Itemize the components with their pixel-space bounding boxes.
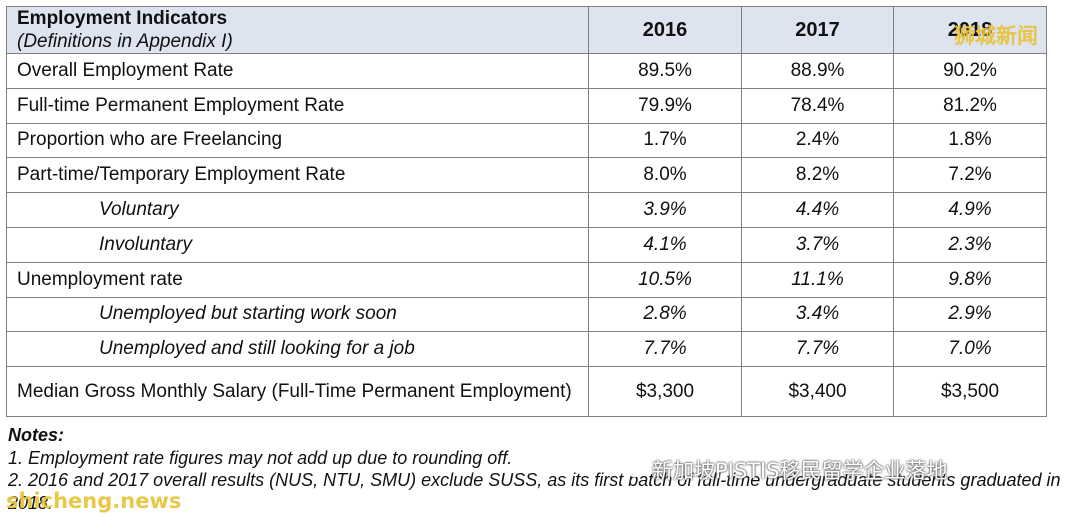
table-subtitle: (Definitions in Appendix I) <box>17 31 233 52</box>
year-header-2017: 2017 <box>741 6 894 54</box>
watermark-bottom-left: shicheng.news <box>6 489 182 513</box>
value-cell: 2.8% <box>588 296 742 333</box>
table-row: Proportion who are Freelancing 1.7% 2.4%… <box>6 122 1047 159</box>
table-row: Unemployment rate 10.5% 11.1% 9.8% <box>6 261 1047 298</box>
row-label: Part-time/Temporary Employment Rate <box>6 157 589 194</box>
value-cell: 8.2% <box>741 157 894 194</box>
value-cell: 89.5% <box>588 53 742 89</box>
row-label: Proportion who are Freelancing <box>6 122 589 159</box>
value-cell: $3,500 <box>893 366 1047 418</box>
row-label: Unemployed but starting work soon <box>6 296 589 333</box>
value-cell: 3.4% <box>741 296 894 333</box>
notes-section: Notes: 1. Employment rate figures may no… <box>8 424 1078 514</box>
value-cell: 2.3% <box>893 226 1047 263</box>
value-cell: 2.4% <box>741 122 894 159</box>
row-label: Full-time Permanent Employment Rate <box>6 87 589 124</box>
value-cell: 10.5% <box>588 261 742 298</box>
value-cell: 7.2% <box>893 157 1047 194</box>
year-header-2018: 2018 <box>893 6 1047 54</box>
value-cell: 4.4% <box>741 192 894 228</box>
row-label: Unemployed and still looking for a job <box>6 331 589 368</box>
value-cell: 7.0% <box>893 331 1047 368</box>
row-label: Overall Employment Rate <box>6 53 589 89</box>
table-title: Employment Indicators <box>17 8 228 29</box>
notes-title: Notes: <box>8 425 65 445</box>
table-row: Full-time Permanent Employment Rate 79.9… <box>6 87 1047 124</box>
row-label: Involuntary <box>6 226 589 263</box>
value-cell: $3,400 <box>741 366 894 418</box>
header-row: Employment Indicators (Definitions in Ap… <box>6 6 1047 54</box>
value-cell: 8.0% <box>588 157 742 194</box>
header-title-cell: Employment Indicators (Definitions in Ap… <box>6 6 589 54</box>
row-label: Voluntary <box>6 192 589 228</box>
employment-indicators-table: Employment Indicators (Definitions in Ap… <box>6 6 1047 418</box>
value-cell: 81.2% <box>893 87 1047 124</box>
wechat-watermark: 新加坡PISTIS移民留学企业落地 <box>618 455 948 485</box>
value-cell: $3,300 <box>588 366 742 418</box>
value-cell: 4.1% <box>588 226 742 263</box>
table-row: Median Gross Monthly Salary (Full-Time P… <box>6 366 1047 418</box>
value-cell: 78.4% <box>741 87 894 124</box>
value-cell: 1.7% <box>588 122 742 159</box>
year-header-2016: 2016 <box>588 6 742 54</box>
value-cell: 1.8% <box>893 122 1047 159</box>
value-cell: 4.9% <box>893 192 1047 228</box>
table-row: Overall Employment Rate 89.5% 88.9% 90.2… <box>6 53 1047 89</box>
watermark-top-right: 狮城新闻 <box>954 24 1038 48</box>
table-row: Voluntary 3.9% 4.4% 4.9% <box>6 192 1047 228</box>
table-row: Part-time/Temporary Employment Rate 8.0%… <box>6 157 1047 194</box>
value-cell: 88.9% <box>741 53 894 89</box>
table-row: Unemployed and still looking for a job 7… <box>6 331 1047 368</box>
row-label: Unemployment rate <box>6 261 589 298</box>
value-cell: 79.9% <box>588 87 742 124</box>
value-cell: 7.7% <box>741 331 894 368</box>
table-row: Involuntary 4.1% 3.7% 2.3% <box>6 226 1047 263</box>
value-cell: 3.9% <box>588 192 742 228</box>
wechat-watermark-text: 新加坡PISTIS移民留学企业落地 <box>652 459 948 483</box>
wechat-icon <box>618 457 644 484</box>
value-cell: 7.7% <box>588 331 742 368</box>
value-cell: 90.2% <box>893 53 1047 89</box>
value-cell: 9.8% <box>893 261 1047 298</box>
value-cell: 11.1% <box>741 261 894 298</box>
table-row: Unemployed but starting work soon 2.8% 3… <box>6 296 1047 333</box>
note-item: 2. 2016 and 2017 overall results (NUS, N… <box>8 470 1061 513</box>
value-cell: 3.7% <box>741 226 894 263</box>
row-label: Median Gross Monthly Salary (Full-Time P… <box>6 366 589 418</box>
note-item: 1. Employment rate figures may not add u… <box>8 447 513 468</box>
value-cell: 2.9% <box>893 296 1047 333</box>
